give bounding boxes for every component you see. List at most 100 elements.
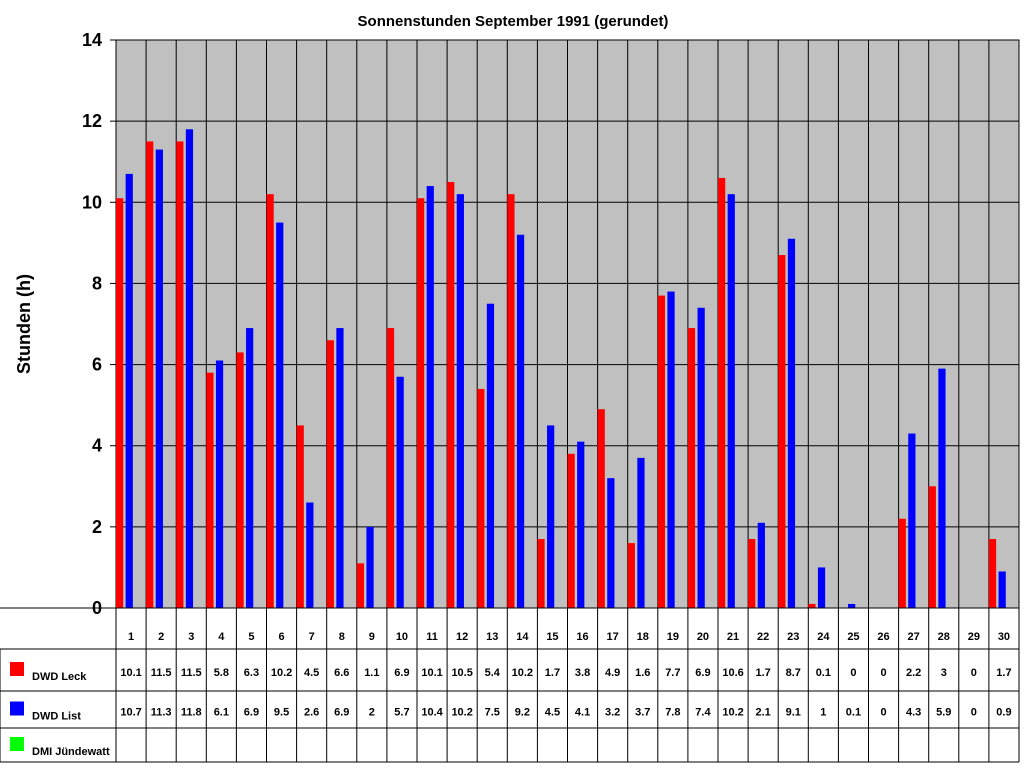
bar-dwd-leck [386,328,395,608]
table-cell: 2.6 [304,707,319,719]
bar-dwd-leck [567,453,575,608]
table-cell: 0 [850,667,856,679]
table-cell: 0.1 [816,667,831,679]
table-cell: 0 [971,667,977,679]
bar-dwd-leck [808,603,816,608]
x-tick-label: 17 [607,631,619,643]
x-tick-label: 27 [908,631,920,643]
legend-key [10,737,24,751]
table-cell: 4.5 [304,667,319,679]
table-cell: 6.9 [244,707,259,719]
table-cell: 7.8 [665,707,680,719]
table-cell: 1.7 [545,667,560,679]
table-cell: 9.2 [515,707,530,719]
table-cell: 6.1 [214,707,229,719]
bar-dwd-list [787,238,796,609]
x-tick-label: 26 [877,631,889,643]
table-cell: 4.3 [906,707,921,719]
bar-dwd-leck [236,352,244,608]
table-cell: 2.1 [756,707,771,719]
table-cell: 6.3 [244,667,259,679]
table-cell: 7.4 [695,707,711,719]
legend-label: DWD List [32,711,81,723]
table-cell: 5.9 [936,707,951,719]
table-cell: 11.5 [181,667,202,679]
bar-dwd-list [817,567,826,608]
table-cell: 11.3 [151,707,172,719]
bar-dwd-leck [988,539,997,608]
y-tick-label: 2 [92,517,102,537]
x-tick-label: 1 [128,631,134,643]
table-cell: 2 [369,707,375,719]
table-cell: 1.6 [635,667,650,679]
table-cell: 6.9 [695,667,710,679]
bar-dwd-list [366,526,374,608]
bar-dwd-leck [627,543,635,608]
x-tick-label: 12 [456,631,468,643]
table-cell: 3.2 [605,707,620,719]
x-tick-label: 23 [787,631,799,643]
x-tick-label: 14 [516,631,529,643]
bar-dwd-list [637,457,645,608]
bar-dwd-list [276,222,284,609]
bar-dwd-list [306,502,314,608]
bar-dwd-leck [477,388,485,608]
x-tick-label: 8 [339,631,345,643]
x-tick-label: 11 [426,631,438,643]
bar-dwd-leck [417,198,425,608]
x-tick-label: 28 [938,631,950,643]
table-cell: 1 [820,707,826,719]
bar-dwd-list [547,425,555,608]
bar-dwd-list [607,478,615,608]
table-cell: 3 [941,667,947,679]
table-cell: 6.6 [334,667,349,679]
x-tick-label: 10 [396,631,408,643]
bar-dwd-list [908,433,916,608]
table-cell: 11.8 [181,707,202,719]
bar-dwd-leck [928,486,936,608]
x-tick-label: 5 [248,631,254,643]
table-cell: 10.7 [120,707,141,719]
table-cell: 7.7 [665,667,680,679]
y-tick-label: 14 [82,30,102,50]
table-cell: 5.7 [394,707,409,719]
table-cell: 10.2 [451,707,472,719]
bar-dwd-list [125,173,133,608]
table-cell: 10.2 [271,667,292,679]
bar-dwd-leck [356,563,365,608]
bar-dwd-list [215,360,224,608]
bar-dwd-leck [778,255,786,608]
table-cell: 4.5 [545,707,560,719]
bar-dwd-leck [116,198,124,608]
x-tick-label: 29 [968,631,980,643]
bar-dwd-leck [898,518,906,608]
bar-dwd-list [426,186,434,609]
data-table: 1 2 3 4 5 6 7 8 9 10 11 12 13 14 15 16 17 18 19 20 21 22 23 24 2… [0,40,1020,763]
table-cell: 7.5 [485,707,500,719]
bar-dwd-leck [176,141,184,608]
bar-dwd-leck [326,340,334,608]
y-tick-label: 10 [82,192,102,212]
table-cell: 2.2 [906,667,921,679]
table-cell: 1.7 [996,667,1011,679]
table-cell: 10.4 [421,707,443,719]
bar-dwd-leck [657,295,666,608]
x-tick-label: 4 [218,631,225,643]
bar-dwd-list [185,129,194,608]
x-tick-label: 7 [309,631,315,643]
x-tick-label: 13 [486,631,498,643]
x-tick-label: 3 [188,631,194,643]
x-tick-label: 24 [817,631,830,643]
bar-dwd-list [336,328,344,608]
bar-dwd-list [456,194,464,608]
bar-dwd-leck [597,409,605,608]
table-cell: 0 [880,667,886,679]
bar-dwd-list [938,368,946,608]
legend-label: DMI Jündewatt [32,746,110,758]
table-cell: 10.6 [722,667,743,679]
bar-dwd-list [697,307,705,608]
bar-dwd-list [577,441,585,608]
table-cell: 10.1 [421,667,442,679]
